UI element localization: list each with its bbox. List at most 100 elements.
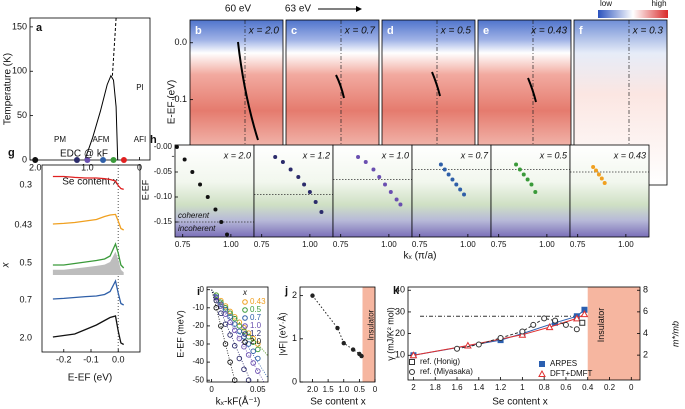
series-label: 0.43 <box>14 219 32 229</box>
dispersion-point <box>313 200 318 204</box>
dispersion <box>527 77 537 103</box>
dispersion-point <box>205 195 210 199</box>
data-point <box>245 352 252 358</box>
dispersion-point <box>438 162 443 167</box>
dispersion-point <box>190 170 195 174</box>
dispersion-point <box>442 167 447 172</box>
data-point <box>562 321 569 328</box>
y-axis-label: E-EF (meV) <box>175 310 185 358</box>
panel-title: x = 0.43 <box>530 26 567 37</box>
vf-point <box>350 347 356 352</box>
y-tick-label: -0.05 <box>154 167 173 176</box>
x-tick-label: 0.75 <box>412 240 428 249</box>
colorbar-label: high <box>651 0 666 8</box>
legend-label: ref. (Miyasaka) <box>420 367 473 376</box>
annotation: coherent <box>178 211 210 220</box>
y-tick-label: 20 <box>395 328 405 338</box>
plot-frame <box>299 286 376 383</box>
y-tick-label: 2 <box>292 290 297 300</box>
region-label: Insulator <box>367 309 376 340</box>
data-point <box>255 355 261 362</box>
data-point <box>255 341 261 347</box>
y-axis-label: x <box>1 262 12 269</box>
legend-marker <box>538 369 546 377</box>
legend-marker <box>539 361 545 367</box>
arrow-head <box>356 6 362 12</box>
phase-boundary <box>111 17 117 76</box>
data-point <box>236 335 243 342</box>
panel-title: x = 0.7 <box>344 26 376 37</box>
panel-title: x = 1.0 <box>381 150 409 160</box>
coherence-background <box>491 145 570 237</box>
x-tick-label: 1.00 <box>223 240 239 249</box>
x-tick-label: 2 <box>411 383 416 392</box>
insulator-region <box>587 287 640 380</box>
x-tick-label: 1.2 <box>495 383 507 392</box>
vf-point <box>359 353 364 359</box>
x-tick-label: 1.8 <box>430 383 442 392</box>
y-tick-label: -0.00 <box>154 142 173 151</box>
dispersion-point <box>454 182 459 187</box>
panel-title: EDC @ kF <box>60 149 108 160</box>
x-tick-label: 1.0 <box>338 385 350 394</box>
edc-curve <box>52 213 125 231</box>
panel-title: x = 0.3 <box>632 26 664 37</box>
dispersion-point <box>302 182 307 187</box>
dispersion <box>431 71 441 97</box>
dispersion-point <box>596 172 601 177</box>
data-point <box>573 326 580 333</box>
x-tick-label: 1.6 <box>451 383 463 392</box>
data-point <box>218 323 224 329</box>
dispersion-point <box>280 160 285 164</box>
panel-label: k <box>393 285 400 297</box>
panel-label: e <box>483 25 489 37</box>
y-tick-label: 1 <box>292 333 297 343</box>
x-tick-label: 0 <box>137 162 142 172</box>
phase-label: PM <box>54 135 66 144</box>
coherence-background <box>570 145 649 237</box>
x-tick-label: 0.75 <box>491 240 507 249</box>
x-tick-label: 0 <box>209 385 214 394</box>
x-tick-label: 1.00 <box>381 240 397 249</box>
dispersion-point <box>377 175 382 179</box>
data-point <box>497 334 504 341</box>
x-axis-label: kₓ (π/a) <box>404 251 437 262</box>
legend-label: 1.2 <box>250 329 262 338</box>
y-tick-label: 150 <box>12 21 27 31</box>
x-tick-label: 2.0 <box>307 385 319 394</box>
panel-title: x = 2.0 <box>223 150 251 160</box>
x-tick-label: 0 <box>629 383 634 392</box>
dispersion-point <box>213 207 218 212</box>
y-tick-label: 10 <box>395 350 405 360</box>
dispersion-point <box>529 182 534 187</box>
legend-label: ARPES <box>550 359 577 368</box>
dispersion-point <box>182 157 187 162</box>
data-point <box>218 310 224 316</box>
x-tick-label: 0.2 <box>604 383 616 392</box>
legend-marker <box>242 331 248 337</box>
x-tick-label: 0.6 <box>560 383 572 392</box>
panel-title: x = 1.2 <box>302 150 330 160</box>
panel-title: x = 0.7 <box>460 150 489 160</box>
y-tick-label: -50 <box>192 375 204 384</box>
y-axis-label: Temperature (K) <box>3 53 14 125</box>
data-point <box>236 355 243 362</box>
legend-title: x <box>242 288 248 297</box>
x-axis-label: Se content x <box>310 397 366 408</box>
dispersion-point <box>273 155 278 159</box>
data-point <box>222 305 229 311</box>
data-point <box>530 321 537 328</box>
x-tick-label: 1.00 <box>460 240 476 249</box>
legend-label: 1.0 <box>250 321 262 330</box>
data-point <box>213 305 219 311</box>
sample-dot <box>73 157 80 163</box>
legend-marker <box>242 299 248 305</box>
data-point <box>231 321 238 327</box>
data-point <box>227 308 233 315</box>
x-tick-label: 2.0 <box>29 162 42 172</box>
data-point <box>475 341 482 348</box>
legend-label: 0.43 <box>250 297 266 306</box>
data-point <box>222 321 229 327</box>
x-tick-label: 1.00 <box>539 240 555 249</box>
panel-label: c <box>291 25 297 37</box>
